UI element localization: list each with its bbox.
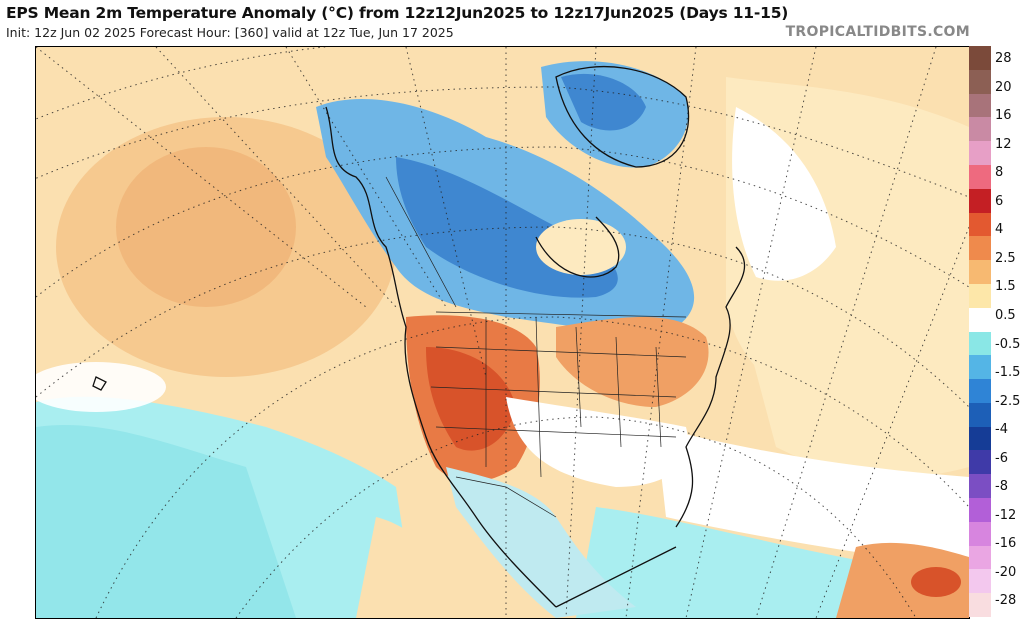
mexico-mixed-anomaly — [446, 467, 636, 618]
colorbar-label: -0.5 — [995, 336, 1021, 352]
colorbar-label: 16 — [995, 108, 1012, 124]
colorbar-swatch — [969, 426, 991, 451]
colorbar-swatch — [969, 260, 991, 285]
colorbar-swatch — [969, 521, 991, 547]
colorbar-label: -28 — [995, 593, 1017, 609]
colorbar-label: 28 — [995, 51, 1012, 66]
colorbar: 28 20 16 12 8 6 4 2.5 1.5 0.5 -0.5 -1.5 -2.5 -4 -6 -8 -1… — [969, 46, 1024, 618]
colorbar-label: 0.5 — [995, 307, 1016, 323]
colorbar-label: -12 — [995, 507, 1017, 523]
colorbar-swatch — [969, 474, 991, 499]
political-borders — [385, 176, 687, 518]
colorbar-label: 4 — [995, 222, 1004, 238]
colorbar-label: -20 — [995, 564, 1017, 580]
colorbar-swatch — [969, 141, 991, 166]
colorbar-label: 1.5 — [995, 279, 1016, 295]
colorbar-swatch — [969, 450, 991, 475]
colorbar-swatch — [969, 593, 991, 618]
colorbar-swatch — [969, 69, 991, 95]
lat-lon-graticule — [36, 47, 969, 618]
colorbar-swatch — [969, 379, 991, 404]
map-title: EPS Mean 2m Temperature Anomaly (°C) fro… — [6, 4, 789, 22]
site-brand[interactable]: TROPICALTIDBITS.COM — [785, 24, 970, 40]
colorbar-swatch — [969, 331, 991, 356]
colorbar-label: 8 — [995, 165, 1004, 181]
anomaly-map — [35, 46, 970, 619]
map-subtitle: Init: 12z Jun 02 2025 Forecast Hour: [36… — [6, 25, 454, 40]
colorbar-label: 6 — [995, 193, 1004, 209]
colorbar-swatch — [969, 283, 991, 309]
colorbar-swatch — [969, 46, 991, 71]
colorbar-swatch — [969, 93, 991, 118]
colorbar-swatch — [969, 188, 991, 214]
coastlines — [92, 66, 746, 608]
colorbar-swatch — [969, 402, 991, 428]
colorbar-label: -16 — [995, 536, 1017, 552]
colorbar-swatch — [969, 236, 991, 261]
south-america-warm-anomaly — [836, 542, 969, 618]
colorbar-label: -4 — [995, 422, 1008, 438]
colorbar-swatch — [969, 307, 991, 332]
eastern-us-warm-anomaly — [556, 317, 709, 407]
colorbar-swatch — [969, 212, 991, 237]
colorbar-label: 2.5 — [995, 250, 1016, 266]
colorbar-swatch — [969, 355, 991, 380]
colorbar-label: -8 — [995, 479, 1008, 495]
colorbar-label: 12 — [995, 136, 1012, 152]
colorbar-label: -2.5 — [995, 393, 1021, 409]
colorbar-swatch — [969, 498, 991, 523]
colorbar-swatch — [969, 569, 991, 594]
colorbar-swatch — [969, 545, 991, 570]
colorbar-label: 20 — [995, 79, 1012, 95]
colorbar-swatch — [969, 117, 991, 142]
colorbar-swatch — [969, 164, 991, 190]
colorbar-label: -1.5 — [995, 365, 1021, 381]
colorbar-label: -6 — [995, 450, 1008, 466]
